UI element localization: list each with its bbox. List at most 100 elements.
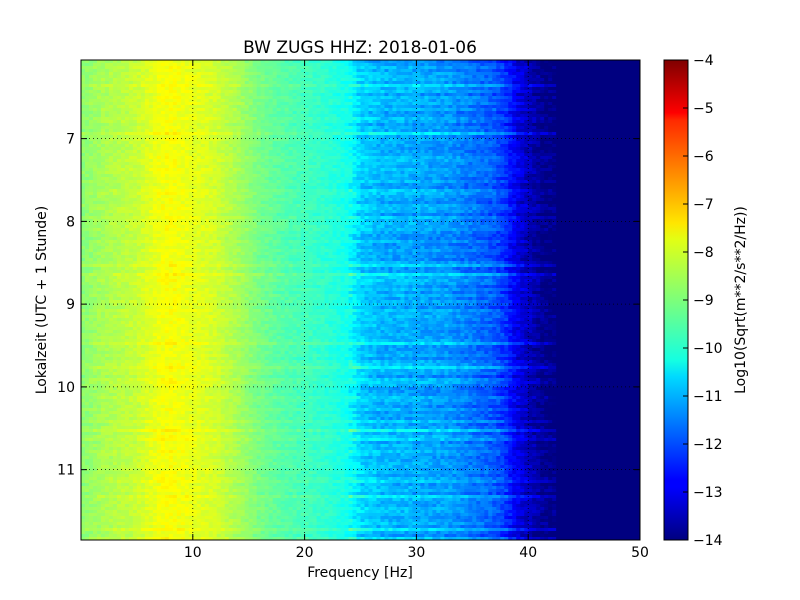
heatmap-cell	[188, 87, 194, 91]
heatmap-cell	[636, 126, 640, 130]
heatmap-cell	[508, 105, 513, 109]
heatmap-cell	[172, 123, 178, 127]
heatmap-cell	[188, 72, 194, 76]
heatmap-cell	[120, 147, 126, 151]
heatmap-cell	[152, 123, 158, 127]
heatmap-cell	[436, 84, 441, 88]
heatmap-cell	[340, 111, 346, 115]
heatmap-cell	[328, 93, 334, 97]
heatmap-cell	[528, 117, 533, 121]
heatmap-cell	[256, 84, 262, 88]
heatmap-cell	[236, 66, 242, 70]
heatmap-cell	[376, 105, 382, 109]
heatmap-cell	[512, 75, 517, 79]
heatmap-cell	[156, 105, 162, 109]
heatmap-cell	[272, 72, 278, 76]
heatmap-cell	[408, 150, 413, 154]
heatmap-cell	[252, 126, 258, 130]
heatmap-cell	[332, 108, 338, 112]
heatmap-cell	[276, 150, 282, 154]
heatmap-cell	[208, 132, 214, 136]
heatmap-cell	[512, 81, 517, 85]
heatmap-cell	[496, 114, 501, 118]
heatmap-cell	[528, 75, 533, 79]
heatmap-cell	[600, 60, 605, 64]
heatmap-cell	[616, 63, 621, 67]
heatmap-cell	[400, 117, 406, 121]
heatmap-cell	[280, 75, 286, 79]
heatmap-cell	[548, 123, 553, 127]
heatmap-cell	[284, 96, 290, 100]
heatmap-cell	[628, 120, 633, 124]
heatmap-cell	[232, 129, 238, 133]
heatmap-cell	[408, 96, 413, 100]
heatmap-cell	[504, 87, 509, 91]
heatmap-cell	[420, 126, 425, 130]
heatmap-cell	[156, 93, 162, 97]
heatmap-cell	[412, 141, 417, 145]
heatmap-cell	[416, 81, 421, 85]
heatmap-cell	[88, 93, 94, 97]
heatmap-cell	[444, 144, 449, 148]
heatmap-cell	[564, 84, 569, 88]
heatmap-cell	[100, 93, 106, 97]
heatmap-cell	[176, 102, 182, 106]
heatmap-cell	[252, 117, 258, 121]
heatmap-cell	[480, 99, 485, 103]
heatmap-cell	[288, 72, 294, 76]
heatmap-cell	[436, 87, 441, 91]
heatmap-cell	[284, 150, 290, 154]
heatmap-cell	[308, 144, 314, 148]
heatmap-cell	[120, 129, 126, 133]
heatmap-cell	[600, 81, 605, 85]
heatmap-cell	[552, 99, 557, 103]
heatmap-cell	[120, 117, 126, 121]
heatmap-cell	[512, 144, 517, 148]
heatmap-cell	[160, 111, 166, 115]
heatmap-cell	[620, 69, 625, 73]
heatmap-cell	[240, 147, 246, 151]
heatmap-cell	[144, 129, 150, 133]
heatmap-cell	[488, 147, 493, 151]
heatmap-cell	[360, 108, 366, 112]
heatmap-cell	[224, 87, 230, 91]
heatmap-cell	[324, 75, 330, 79]
heatmap-cell	[536, 93, 541, 97]
heatmap-cell	[176, 87, 182, 91]
heatmap-cell	[468, 108, 473, 112]
heatmap-cell	[428, 78, 433, 82]
heatmap-cell	[604, 69, 609, 73]
heatmap-cell	[552, 111, 557, 115]
heatmap-cell	[580, 99, 585, 103]
heatmap-cell	[216, 99, 222, 103]
heatmap-cell	[248, 108, 254, 112]
heatmap-cell	[480, 60, 485, 64]
heatmap-cell	[596, 114, 601, 118]
heatmap-cell	[472, 72, 477, 76]
heatmap-cell	[188, 120, 194, 124]
heatmap-cell	[352, 66, 358, 70]
heatmap-cell	[108, 108, 114, 112]
heatmap-cell	[316, 150, 322, 154]
heatmap-cell	[572, 69, 577, 73]
heatmap-cell	[416, 147, 421, 151]
heatmap-cell	[132, 102, 138, 106]
heatmap-cell	[384, 105, 390, 109]
heatmap-cell	[436, 147, 441, 151]
heatmap-cell	[540, 120, 545, 124]
heatmap-cell	[424, 132, 429, 136]
heatmap-cell	[476, 84, 481, 88]
heatmap-cell	[540, 141, 545, 145]
heatmap-cell	[228, 111, 234, 115]
heatmap-cell	[388, 111, 394, 115]
heatmap-cell	[264, 93, 270, 97]
heatmap-cell	[472, 117, 477, 121]
heatmap-cell	[608, 114, 613, 118]
heatmap-cell	[380, 84, 386, 88]
heatmap-cell	[580, 93, 585, 97]
heatmap-cell	[308, 132, 314, 136]
heatmap-cell	[416, 75, 421, 79]
heatmap-cell	[252, 138, 258, 142]
heatmap-cell	[220, 147, 226, 151]
heatmap-cell	[204, 69, 210, 73]
